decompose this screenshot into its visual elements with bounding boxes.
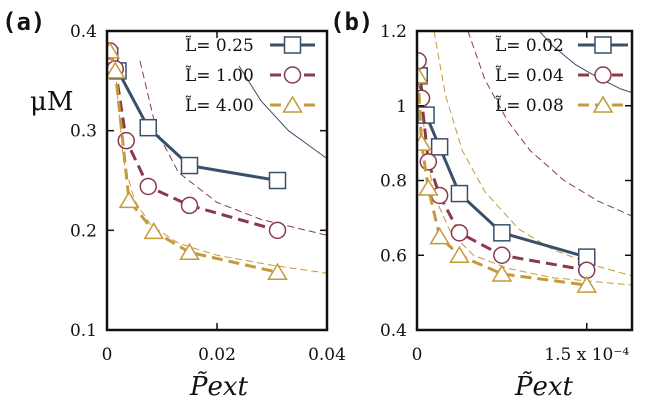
panel-b-legend: L̃= 0.02 L̃= 0.04 L̃= 0.08	[495, 36, 628, 116]
panel-a-series-3-point	[267, 262, 288, 280]
panel-a-legend-marker-2	[283, 66, 302, 84]
panel-b-reference-curve-1	[538, 31, 632, 94]
panel-b-reference-curve-2	[467, 31, 632, 217]
panel-a-series-1-point	[139, 118, 157, 137]
panel-a-series-1-point	[180, 156, 199, 175]
panel-a-plot-area	[107, 41, 327, 280]
panel-a-series-2-point	[139, 177, 157, 196]
panel-a-series-3-point	[179, 242, 200, 261]
panel-a-series-3-point	[107, 61, 126, 79]
panel-a-reference-curve-2	[139, 60, 327, 236]
panel-b-series-3-point	[417, 178, 439, 196]
panel-a-x-tick-label: 0	[102, 345, 113, 365]
panel-b-x-tick-label: 0	[412, 345, 423, 365]
panel-b-plot-area	[417, 31, 632, 293]
panel-b-series-1-point	[450, 184, 469, 203]
panel-a-legend-label-1: L̃= 0.25	[185, 36, 254, 56]
panel-a-legend-marker-1	[283, 36, 302, 54]
panel-b-series-3-point	[429, 227, 450, 245]
panel-a-y-tick-label: 0.1	[70, 321, 97, 341]
panel-a-legend-marker-3	[282, 95, 303, 113]
panel-b-series-1-point	[430, 138, 449, 156]
panel-a-series-3-point	[107, 41, 121, 59]
panel-a-series-3-point	[143, 221, 165, 240]
panel-b-y-tick-label: 1	[396, 97, 407, 117]
panel-b-x-axis-label: P̃ext	[514, 371, 574, 402]
panel-a-y-tick-label: 0.4	[70, 22, 97, 42]
panel-a-x-axis-label: P̃ext	[189, 371, 249, 402]
panel-a: (a) μM 0.10.20.30.40 0.02 0.04 L̃= 0.25L̃=…	[2, 8, 346, 402]
panel-a-series-2-point	[180, 196, 199, 215]
panel-b-series-3-point	[491, 264, 513, 282]
panel-b-legend-marker-2	[594, 66, 612, 84]
panel-b-series-3-point	[417, 133, 432, 151]
panel-a-ticks: 0.1 0.2 0.3 0.4 0 0.02 0.04	[70, 22, 346, 365]
panel-a-series-1-point	[268, 171, 287, 190]
panel-a-x-tick-label: 0.02	[198, 345, 236, 365]
panel-a-label: (a)	[2, 8, 45, 36]
panel-b: (b) 0.40.60.811.20 1.5 x 10⁻⁴ L̃= 0.02L̃=…	[330, 8, 634, 402]
panel-b-legend-marker-1	[594, 36, 612, 54]
panel-b-y-tick-label: 0.4	[380, 321, 407, 341]
panel-b-y-tick-label: 0.8	[380, 172, 407, 192]
panel-a-legend: L̃= 0.25 L̃= 1.00 L̃= 4.00	[185, 36, 315, 116]
panel-b-legend-label-1: L̃= 0.02	[495, 36, 564, 56]
panel-b-x-tick-label: 1.5 x 10⁻⁴	[544, 345, 629, 365]
panel-a-y-tick-label: 0.2	[70, 221, 97, 241]
panel-b-legend-label-3: L̃= 0.08	[495, 96, 564, 116]
panel-a-series-3-point	[118, 190, 140, 209]
panel-b-legend-label-2: L̃= 0.04	[495, 66, 564, 86]
panel-a-y-axis-label: μM	[30, 87, 74, 117]
panel-a-reference-curve-1	[238, 65, 327, 160]
panel-b-series-2-point	[493, 246, 511, 264]
panel-b-label: (b)	[330, 8, 373, 36]
panel-b-legend-marker-3	[592, 95, 614, 113]
panel-b-series-2-point	[450, 224, 469, 242]
panel-a-series-2-point	[268, 221, 287, 240]
panel-b-ticks: 0.4 0.6 0.8 1 1.2 0 1.5 x 10⁻⁴	[380, 22, 632, 365]
panel-a-x-tick-label: 0.04	[308, 345, 346, 365]
panel-b-series-3-point	[576, 275, 598, 293]
panel-b-y-tick-label: 0.6	[380, 246, 407, 266]
panel-a-y-tick-label: 0.3	[70, 122, 97, 142]
panel-a-reference-curve-3	[114, 70, 327, 274]
panel-b-series-3-point	[449, 245, 470, 263]
panel-b-y-tick-label: 1.2	[380, 22, 407, 42]
panel-a-legend-label-2: L̃= 1.00	[185, 66, 254, 86]
panel-b-series-1-point	[493, 224, 511, 242]
panel-a-legend-label-3: L̃= 4.00	[185, 96, 254, 116]
panel-b-series-2-point	[419, 153, 438, 171]
